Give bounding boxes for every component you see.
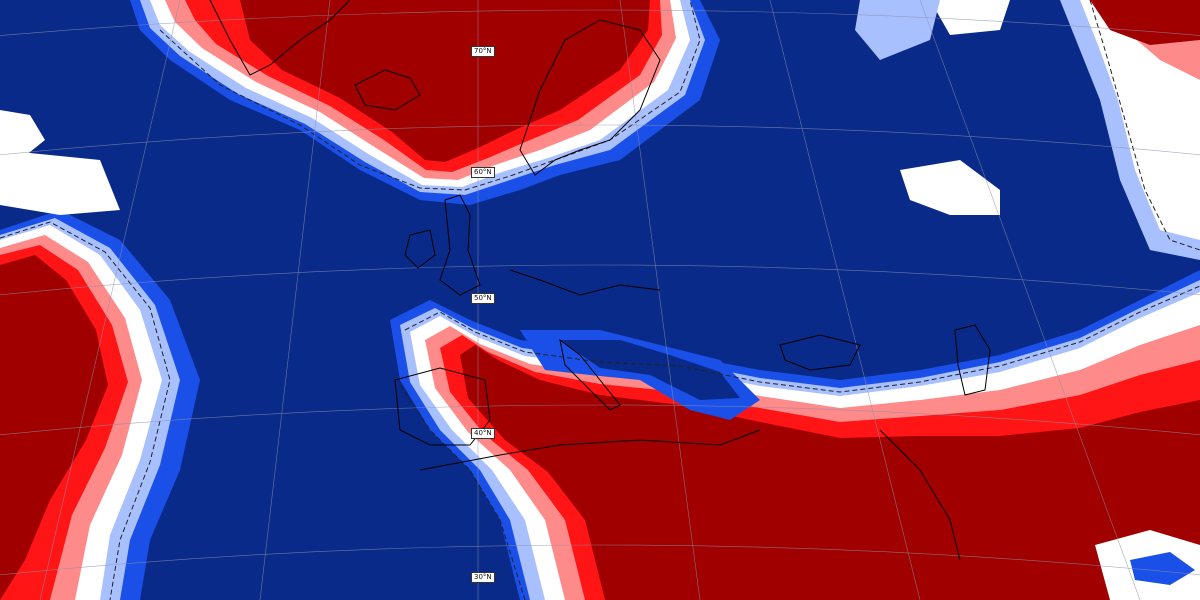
northeast-positive-anomaly [855, 0, 1200, 260]
atlantic-positive-anomaly [0, 110, 200, 600]
coastlines [209, 0, 991, 561]
southeast-anomaly-blob [1095, 530, 1200, 600]
latitude-label-40n: 40°N [471, 428, 495, 439]
scandinavia-coast [519, 19, 661, 176]
latitude-label-60n: 60°N [471, 167, 495, 178]
british-isles-coast [439, 194, 481, 296]
europe-north-coast [509, 269, 661, 296]
italy-coast [559, 338, 621, 411]
balkan-negative-anomaly [520, 330, 760, 420]
latitude-label-70n: 70°N [471, 46, 495, 57]
latitude-label-30n: 30°N [471, 572, 495, 583]
caspian-coast [954, 324, 991, 396]
iceland-coast [354, 69, 421, 111]
greenland-coast [209, 0, 351, 76]
ireland-coast [404, 229, 436, 269]
latitude-label-50n: 50°N [471, 293, 495, 304]
black-sea-coast [779, 334, 861, 371]
red-sea-coast [879, 429, 961, 561]
north-africa-coast [419, 429, 761, 471]
